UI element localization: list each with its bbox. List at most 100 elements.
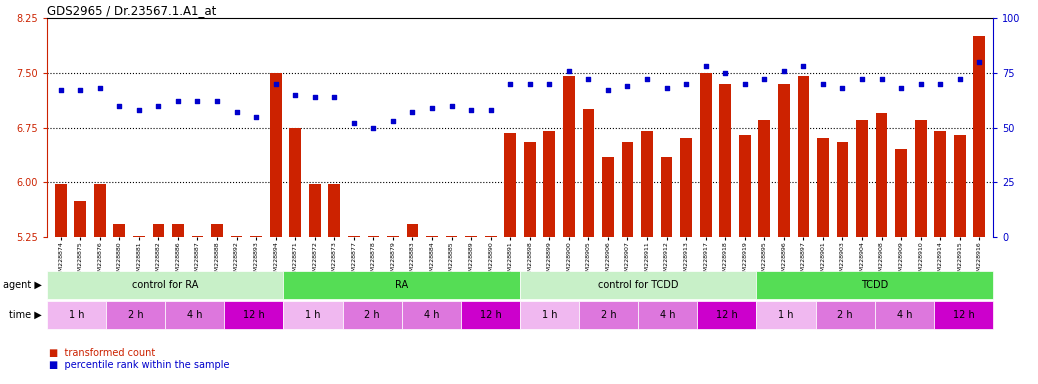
Bar	[837, 142, 848, 237]
Bar	[680, 139, 692, 237]
Bar	[895, 149, 907, 237]
Point	[853, 76, 870, 83]
Bar	[461, 301, 520, 329]
Bar	[544, 131, 555, 237]
Bar	[106, 301, 165, 329]
Bar	[153, 224, 164, 237]
Bar	[700, 73, 711, 237]
Text: 12 h: 12 h	[716, 310, 738, 320]
Point	[72, 87, 88, 93]
Text: 1 h: 1 h	[305, 310, 321, 320]
Bar	[387, 235, 399, 237]
Point	[502, 81, 519, 87]
Text: agent ▶: agent ▶	[3, 280, 42, 290]
Text: control for RA: control for RA	[132, 280, 198, 290]
Bar	[427, 235, 438, 237]
Bar	[661, 157, 673, 237]
Point	[151, 103, 167, 109]
Point	[835, 85, 851, 91]
Point	[521, 81, 538, 87]
Point	[717, 70, 734, 76]
Bar	[914, 120, 927, 237]
Bar	[504, 132, 516, 237]
Bar	[343, 301, 402, 329]
Text: 12 h: 12 h	[953, 310, 975, 320]
Bar	[328, 184, 340, 237]
Point	[404, 109, 420, 115]
Bar	[113, 224, 126, 237]
Point	[600, 87, 617, 93]
Bar	[876, 113, 887, 237]
Point	[326, 94, 343, 100]
Point	[795, 63, 812, 69]
Point	[698, 63, 714, 69]
Bar	[290, 127, 301, 237]
Bar	[875, 301, 934, 329]
Bar	[602, 157, 613, 237]
Bar	[309, 184, 321, 237]
Point	[873, 76, 890, 83]
Bar	[719, 84, 731, 237]
Text: ■  percentile rank within the sample: ■ percentile rank within the sample	[49, 360, 229, 370]
Bar	[407, 224, 418, 237]
Point	[91, 85, 108, 91]
Bar	[520, 301, 579, 329]
Point	[52, 87, 69, 93]
Point	[893, 85, 909, 91]
Point	[424, 105, 440, 111]
Bar	[638, 301, 698, 329]
Point	[306, 94, 323, 100]
Point	[638, 76, 655, 83]
Bar	[856, 120, 868, 237]
Bar	[133, 235, 144, 237]
Bar	[934, 301, 993, 329]
Bar	[524, 142, 536, 237]
Bar	[698, 301, 757, 329]
Bar	[465, 235, 477, 237]
Point	[658, 85, 675, 91]
Bar	[816, 301, 875, 329]
Bar	[817, 139, 828, 237]
Point	[111, 103, 128, 109]
Bar	[757, 301, 816, 329]
Bar	[250, 235, 262, 237]
Bar	[759, 120, 770, 237]
Bar	[270, 73, 281, 237]
Bar	[47, 301, 106, 329]
Point	[952, 76, 968, 83]
Point	[131, 107, 147, 113]
Text: 4 h: 4 h	[187, 310, 202, 320]
Text: ■  transformed count: ■ transformed count	[49, 348, 156, 358]
Text: 2 h: 2 h	[601, 310, 617, 320]
Bar	[192, 235, 203, 237]
Bar	[563, 76, 575, 237]
Point	[228, 109, 245, 115]
Bar	[211, 224, 223, 237]
Point	[737, 81, 754, 87]
Bar	[520, 271, 757, 299]
Point	[561, 68, 577, 74]
Text: control for TCDD: control for TCDD	[598, 280, 679, 290]
Bar	[934, 131, 946, 237]
Bar	[739, 135, 750, 237]
Point	[775, 68, 792, 74]
Point	[385, 118, 402, 124]
Point	[912, 81, 929, 87]
Bar	[757, 271, 993, 299]
Bar	[367, 235, 379, 237]
Point	[756, 76, 772, 83]
Bar	[485, 235, 496, 237]
Point	[268, 81, 284, 87]
Point	[932, 81, 949, 87]
Point	[678, 81, 694, 87]
Text: 12 h: 12 h	[243, 310, 265, 320]
Bar	[402, 301, 461, 329]
Point	[443, 103, 460, 109]
Bar	[230, 235, 243, 237]
Text: 4 h: 4 h	[660, 310, 676, 320]
Point	[815, 81, 831, 87]
Bar	[582, 109, 595, 237]
Text: 2 h: 2 h	[128, 310, 143, 320]
Point	[541, 81, 557, 87]
Bar	[954, 135, 965, 237]
